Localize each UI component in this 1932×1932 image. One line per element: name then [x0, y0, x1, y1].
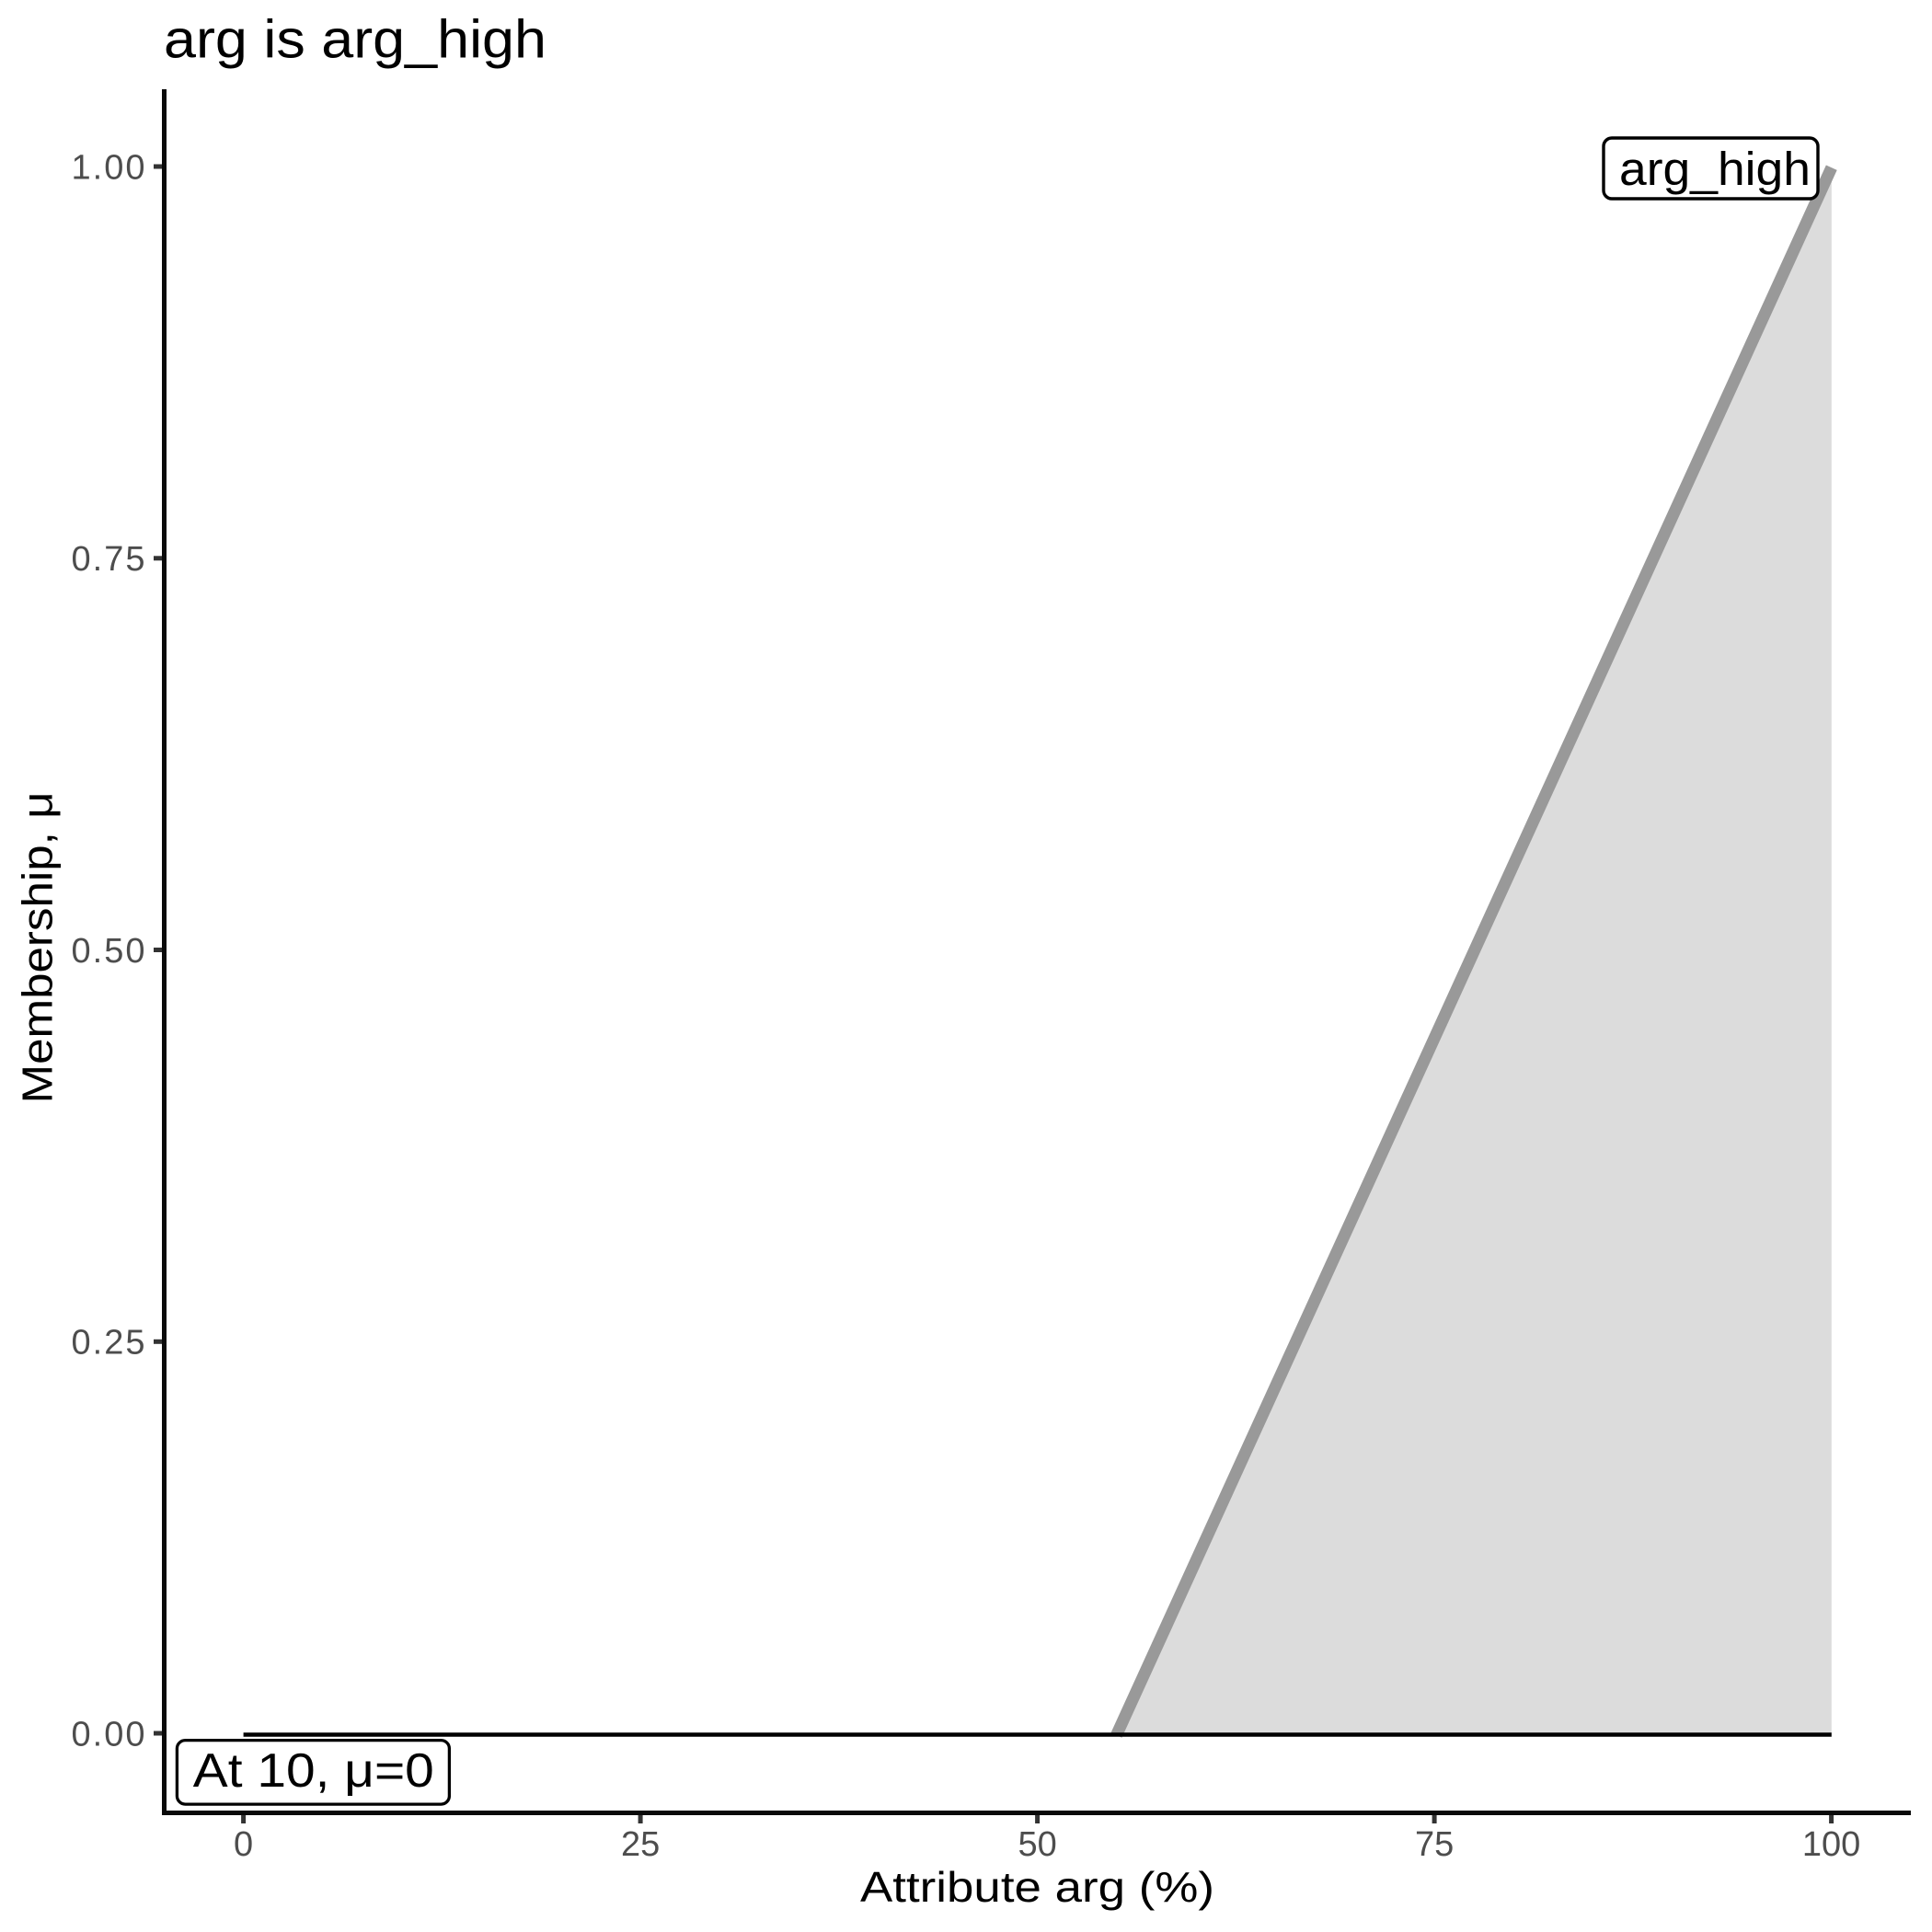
- svg-text:arg is arg_high: arg is arg_high: [164, 10, 546, 70]
- svg-text:75: 75: [1415, 1825, 1454, 1864]
- svg-text:0.75: 0.75: [72, 540, 145, 579]
- svg-text:Attribute arg (%): Attribute arg (%): [860, 1863, 1214, 1911]
- svg-text:At 10, μ=0: At 10, μ=0: [193, 1744, 434, 1798]
- svg-text:100: 100: [1802, 1825, 1860, 1864]
- svg-text:25: 25: [621, 1825, 660, 1864]
- svg-text:1.00: 1.00: [72, 148, 145, 187]
- svg-text:Membership, μ: Membership, μ: [14, 792, 62, 1104]
- svg-text:0.50: 0.50: [72, 932, 145, 971]
- svg-text:0.25: 0.25: [72, 1324, 145, 1363]
- svg-text:0: 0: [234, 1825, 253, 1864]
- svg-text:arg_high: arg_high: [1619, 143, 1811, 195]
- svg-text:50: 50: [1018, 1825, 1056, 1864]
- svg-text:0.00: 0.00: [72, 1715, 145, 1754]
